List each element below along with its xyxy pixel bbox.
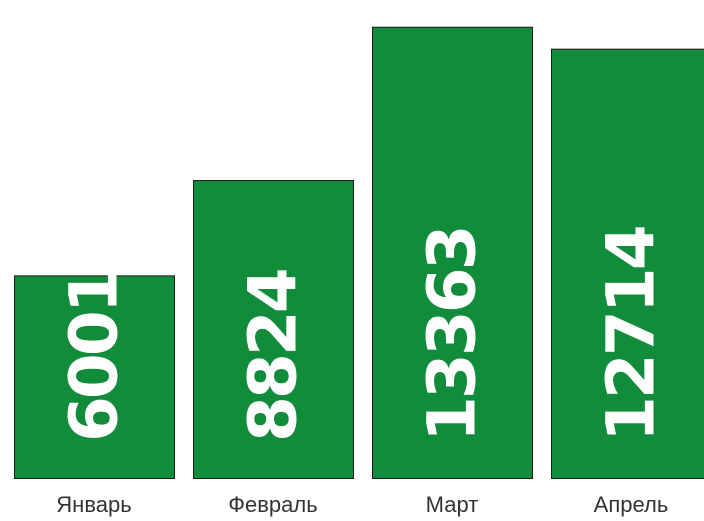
bar-value-label: 12714: [593, 227, 670, 442]
category-label: Апрель: [594, 492, 669, 517]
bar-1: [14, 275, 175, 480]
bar-2: [193, 180, 354, 479]
bar-value-label: 13363: [414, 227, 491, 442]
category-label: Февраль: [228, 492, 317, 517]
bar-value-label: 8824: [235, 270, 312, 442]
bar-4: [551, 48, 704, 479]
bar-3: [372, 26, 533, 480]
category-label: Март: [426, 492, 479, 517]
category-label: Январь: [56, 492, 131, 517]
bar-value-label: 6001: [56, 270, 133, 442]
